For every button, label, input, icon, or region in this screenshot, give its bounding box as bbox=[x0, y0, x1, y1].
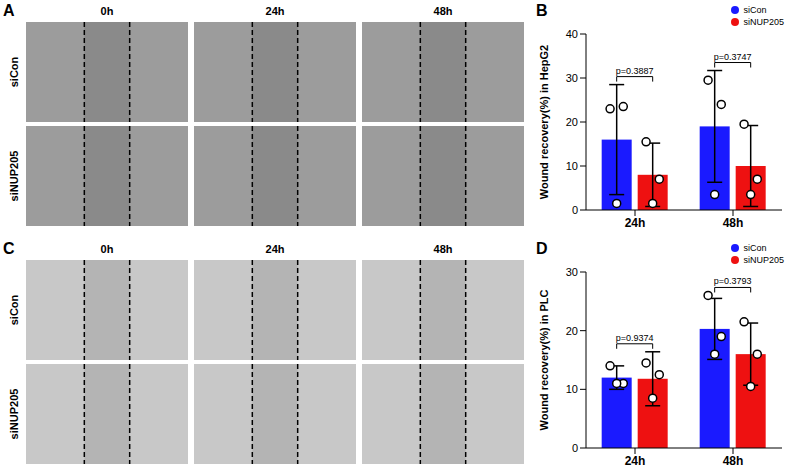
html-text:siCon: siCon bbox=[743, 5, 767, 15]
html-text:48h: 48h bbox=[433, 243, 453, 255]
svg-text:30: 30 bbox=[566, 72, 578, 84]
html-text:D: D bbox=[536, 240, 548, 257]
svg-text:Wound recovery(%) in PLC: Wound recovery(%) in PLC bbox=[538, 289, 550, 430]
html-text:24h: 24h bbox=[265, 5, 285, 17]
html-text:0h: 0h bbox=[100, 243, 114, 255]
html-text:siNUP205: siNUP205 bbox=[8, 150, 20, 202]
html-text:siNUP205: siNUP205 bbox=[8, 388, 20, 440]
svg-text:Wound recovery(%) in HepG2: Wound recovery(%) in HepG2 bbox=[538, 45, 550, 199]
svg-text:24h: 24h bbox=[625, 454, 646, 468]
html-text:siNUP205: siNUP205 bbox=[743, 255, 784, 265]
html-text:C: C bbox=[3, 240, 15, 257]
html-text:48h: 48h bbox=[433, 5, 453, 17]
html-text:siCon: siCon bbox=[743, 243, 767, 253]
svg-text:p=0.3887: p=0.3887 bbox=[616, 66, 654, 76]
svg-text:48h: 48h bbox=[723, 216, 744, 230]
html-text:A: A bbox=[3, 2, 15, 19]
svg-text:24h: 24h bbox=[625, 216, 646, 230]
svg-text:0: 0 bbox=[572, 442, 578, 454]
svg-text:48h: 48h bbox=[723, 454, 744, 468]
svg-text:0: 0 bbox=[572, 204, 578, 216]
svg-text:p=0.3747: p=0.3747 bbox=[714, 52, 752, 62]
svg-text:10: 10 bbox=[566, 383, 578, 395]
html-text:siNUP205: siNUP205 bbox=[743, 17, 784, 27]
svg-text:40: 40 bbox=[566, 28, 578, 40]
svg-text:p=0.3793: p=0.3793 bbox=[714, 276, 752, 286]
svg-text:20: 20 bbox=[566, 325, 578, 337]
svg-text:30: 30 bbox=[566, 266, 578, 278]
svg-text:10: 10 bbox=[566, 160, 578, 172]
html-text:0h: 0h bbox=[100, 5, 114, 17]
html-text:siCon: siCon bbox=[8, 56, 20, 88]
svg-text:p=0.9374: p=0.9374 bbox=[616, 333, 654, 343]
html-text:siCon: siCon bbox=[8, 294, 20, 326]
html-text:24h: 24h bbox=[265, 243, 285, 255]
html-text:B: B bbox=[536, 2, 548, 19]
svg-text:20: 20 bbox=[566, 116, 578, 128]
